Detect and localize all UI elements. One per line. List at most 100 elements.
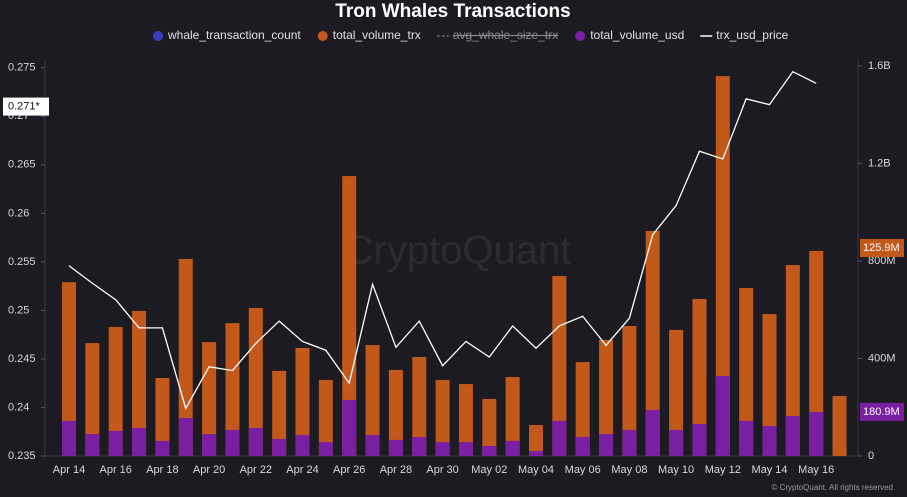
- y-tick-label: 0.245: [8, 353, 36, 365]
- price-line: [68, 70, 817, 411]
- legend-label: total_volume_usd: [590, 28, 684, 42]
- bar: [599, 434, 614, 456]
- x-tick-label: May 04: [518, 464, 554, 476]
- bar: [62, 420, 76, 456]
- bar: [669, 329, 684, 456]
- legend-item: total_volume_usd: [575, 28, 684, 42]
- bar: [458, 384, 473, 456]
- bar: [552, 276, 567, 456]
- bar: [809, 411, 824, 456]
- legend-swatch: [153, 31, 163, 41]
- bar: [692, 298, 707, 456]
- y-tick-label: 0.24: [8, 401, 29, 413]
- bar: [365, 345, 380, 456]
- price-marker-box: [3, 97, 49, 116]
- bar: [575, 436, 590, 456]
- bar: [482, 398, 497, 456]
- bar: [132, 427, 147, 456]
- bar: [715, 76, 730, 456]
- bar: [272, 438, 287, 456]
- x-tick-label: May 14: [751, 464, 787, 476]
- bar: [505, 440, 520, 456]
- bar: [458, 442, 473, 456]
- y2-tick-label: 400M: [868, 352, 896, 364]
- price-marker-label: 0.271*: [8, 100, 41, 112]
- x-tick-label: Apr 14: [53, 464, 85, 476]
- x-tick-label: May 12: [705, 464, 741, 476]
- x-tick-label: Apr 30: [426, 464, 458, 476]
- x-tick-label: Apr 20: [193, 464, 225, 476]
- x-tick-label: Apr 16: [99, 464, 131, 476]
- legend-item: trx_usd_price: [700, 28, 789, 42]
- x-tick-label: Apr 24: [286, 464, 318, 476]
- bar: [575, 362, 590, 456]
- y-tick-label: 0.25: [8, 304, 29, 316]
- bar: [178, 417, 193, 456]
- bar: [715, 376, 730, 456]
- bar: [85, 343, 100, 456]
- bar: [225, 429, 240, 456]
- bar: [388, 369, 403, 456]
- bar: [762, 314, 777, 456]
- legend-swatch: [575, 31, 586, 41]
- x-tick-label: Apr 22: [240, 464, 272, 476]
- bar: [599, 339, 614, 456]
- y2-marker-label: 125.9M: [863, 242, 900, 254]
- bar: [809, 250, 824, 456]
- bar: [645, 409, 660, 456]
- bar: [435, 442, 450, 456]
- bar: [412, 357, 427, 456]
- y2-marker-label: 180.9M: [863, 406, 900, 418]
- bar: [155, 440, 170, 456]
- bar: [295, 347, 310, 456]
- bar: [85, 434, 100, 456]
- bar: [202, 342, 217, 456]
- bar: [108, 327, 123, 456]
- bar: [645, 230, 660, 456]
- chart-title: Tron Whales Transactions: [335, 1, 570, 22]
- bar: [388, 439, 403, 456]
- bar: [225, 323, 240, 456]
- bar: [692, 424, 707, 456]
- bar: [132, 310, 147, 456]
- bar: [318, 442, 333, 456]
- bar: [529, 425, 543, 456]
- bar: [529, 450, 543, 456]
- bar: [295, 435, 310, 456]
- bar: [552, 420, 567, 456]
- x-tick-label: May 10: [658, 464, 694, 476]
- y2-marker-box: [860, 239, 904, 257]
- bar: [342, 399, 357, 456]
- legend-label: avg_whale_size_trx: [453, 28, 558, 42]
- legend-label: whale_transaction_count: [167, 28, 301, 42]
- bar: [505, 376, 520, 456]
- y-tick-label: 0.255: [8, 256, 36, 268]
- bar: [785, 265, 800, 456]
- x-tick-label: Apr 18: [146, 464, 178, 476]
- y2-tick-label: 0: [868, 450, 874, 462]
- legend-label: trx_usd_price: [716, 28, 788, 42]
- bar: [178, 258, 193, 456]
- legend-item: whale_transaction_count: [153, 28, 301, 42]
- bar: [435, 379, 450, 456]
- legend-swatch: [317, 31, 328, 41]
- bar: [762, 426, 777, 456]
- x-tick-label: Apr 28: [380, 464, 412, 476]
- y-tick-label: 0.26: [8, 207, 29, 219]
- bar: [739, 420, 754, 456]
- y2-tick-label: 800M: [868, 255, 896, 267]
- legend-item: total_volume_trx: [317, 28, 421, 42]
- bar: [248, 307, 263, 456]
- x-tick-label: May 08: [611, 464, 647, 476]
- watermark: CryptoQuant: [345, 229, 572, 273]
- y-tick-label: 0.265: [8, 159, 36, 171]
- x-tick-label: May 16: [798, 464, 834, 476]
- y2-tick-label: 1.2B: [868, 157, 891, 169]
- legend-item: avg_whale_size_trx: [436, 28, 558, 42]
- bar: [622, 326, 637, 456]
- y-tick-label: 0.275: [8, 62, 36, 74]
- bar: [739, 287, 754, 456]
- bar: [365, 435, 380, 456]
